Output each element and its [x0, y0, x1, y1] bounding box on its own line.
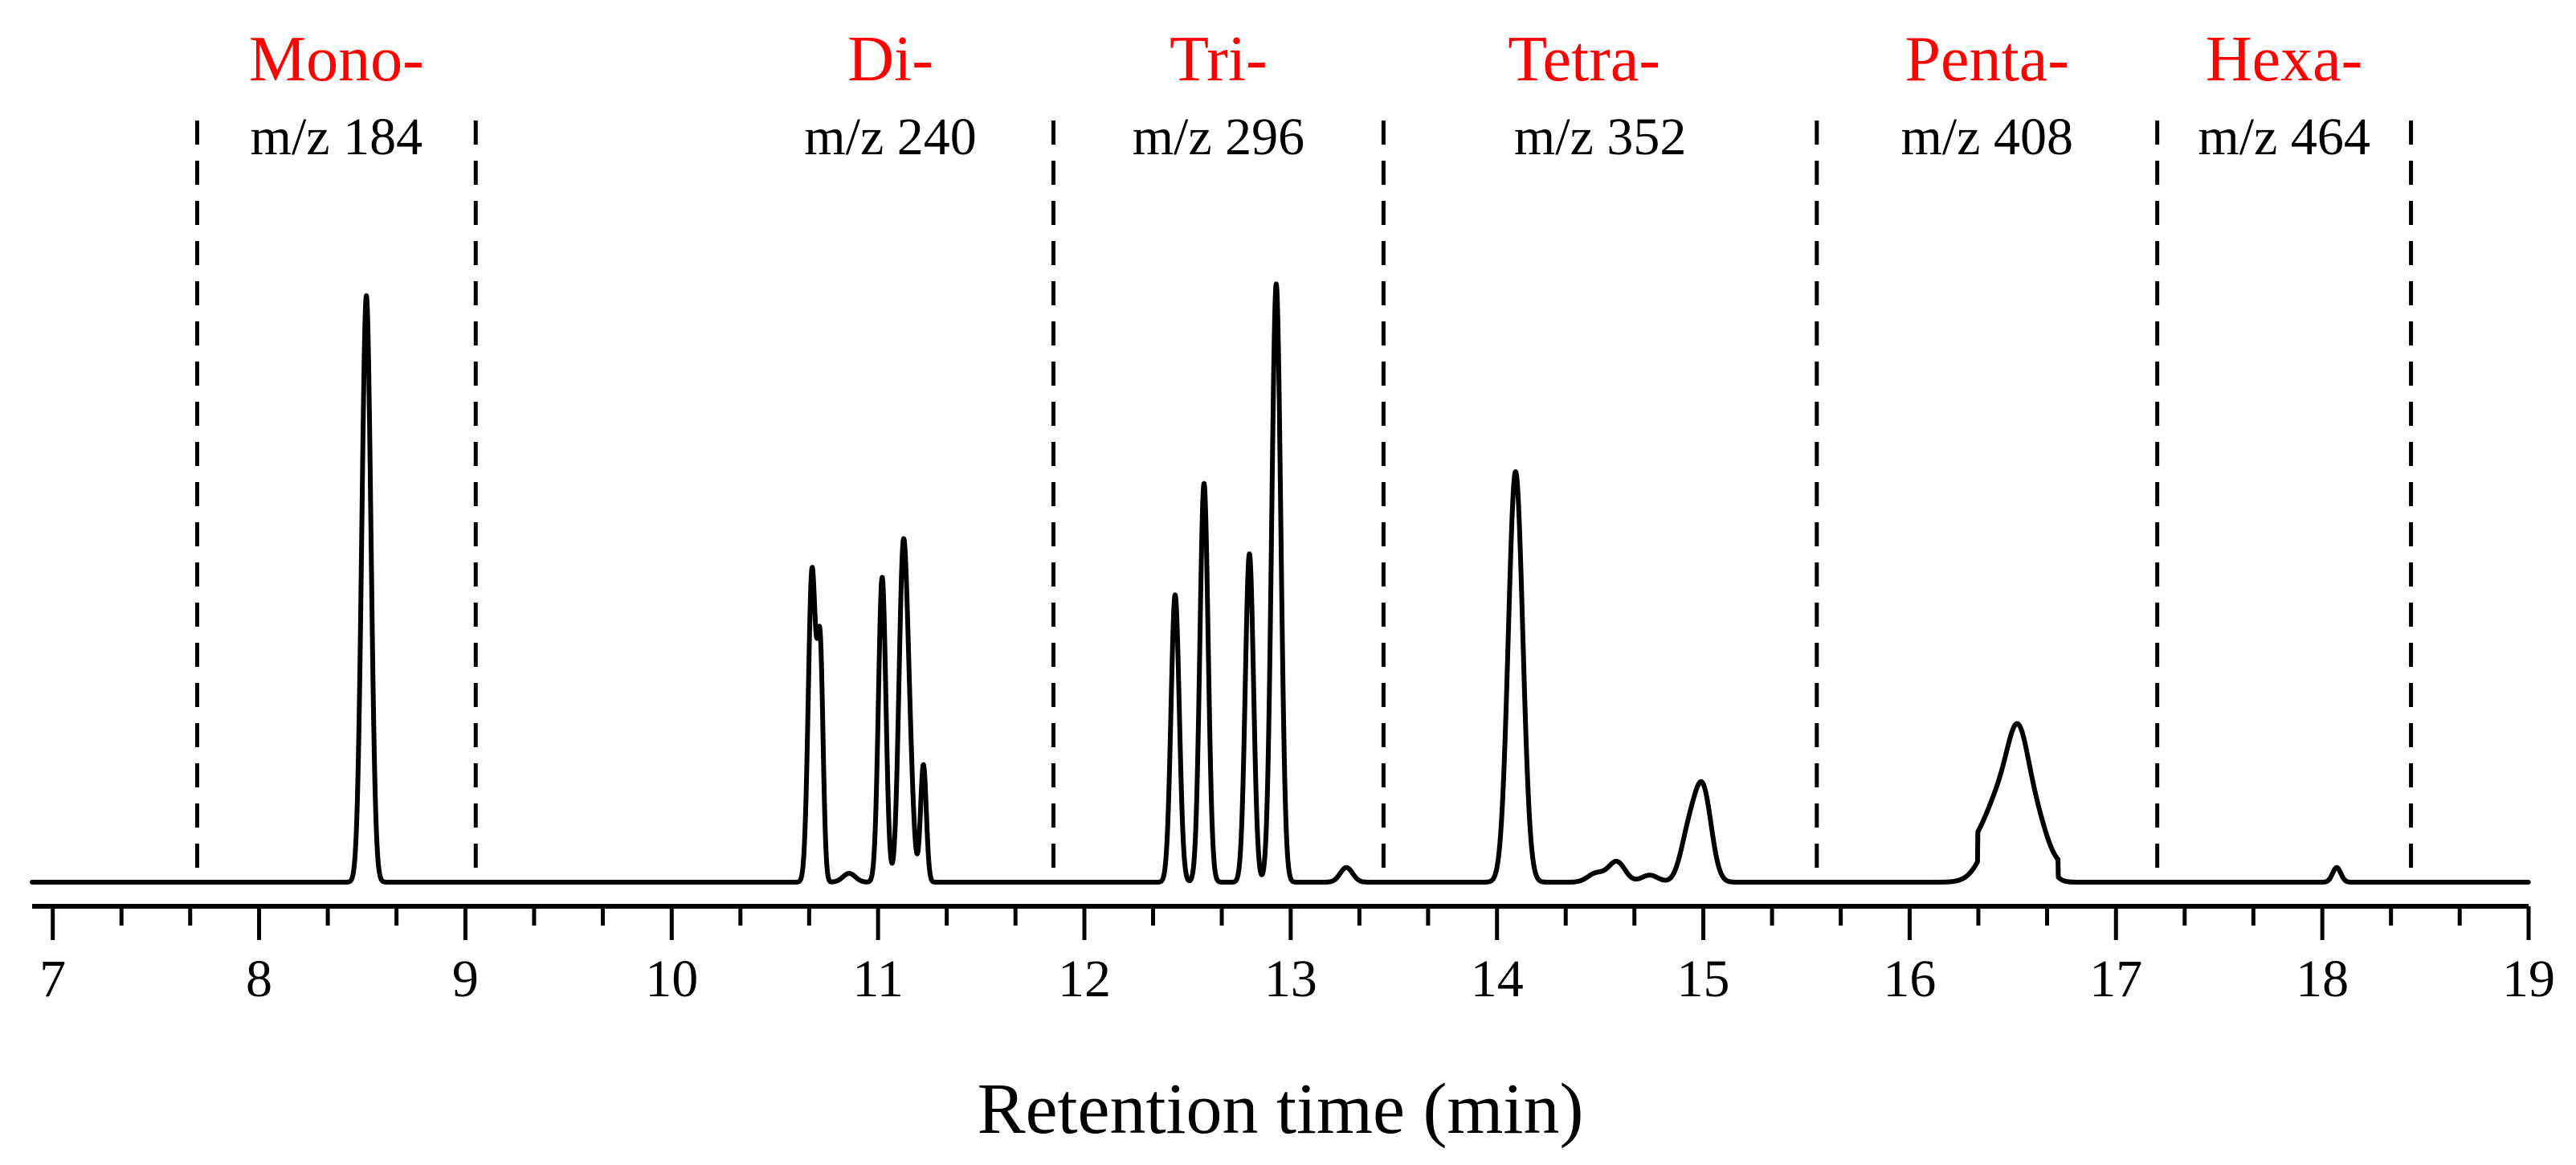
- x-tick-label: 13: [1264, 950, 1317, 1008]
- x-tick-label: 11: [852, 950, 904, 1008]
- group-mz-label: m/z 296: [1133, 108, 1304, 166]
- x-tick-label: 18: [2296, 950, 2349, 1008]
- group-mz-label: m/z 352: [1514, 108, 1686, 166]
- x-tick-label: 14: [1471, 950, 1524, 1008]
- group-mz-label: m/z 464: [2198, 108, 2370, 166]
- group-name-label: Tetra-: [1508, 24, 1660, 95]
- x-tick-label: 10: [645, 950, 698, 1008]
- x-tick-label: 17: [2089, 950, 2142, 1008]
- group-name-label: Mono-: [249, 24, 424, 95]
- x-axis-ticks: 7 8 9 10 11 12 13 14 15 16 17 18 19: [39, 906, 2555, 1008]
- x-tick-label: 16: [1883, 950, 1936, 1008]
- group-labels: Mono-m/z 184 Di-m/z 240 Tri-m/z 296 Tetra-m…: [249, 24, 2370, 166]
- x-axis-title: Retention time (min): [978, 1069, 1584, 1149]
- x-tick-label: 12: [1058, 950, 1111, 1008]
- chromatogram-trace: [30, 281, 2531, 885]
- group-mz-label: m/z 240: [804, 108, 976, 166]
- x-tick-label: 19: [2502, 950, 2555, 1008]
- group-dividers: [194, 121, 2414, 874]
- x-tick-label: 9: [452, 950, 479, 1008]
- group-mz-label: m/z 408: [1901, 108, 2073, 166]
- group-name-label: Di-: [847, 24, 933, 95]
- group-name-label: Tri-: [1170, 24, 1268, 95]
- group-mz-label: m/z 184: [251, 108, 423, 166]
- x-tick-label: 8: [246, 950, 272, 1008]
- group-name-label: Hexa-: [2206, 24, 2362, 95]
- x-tick-label: 15: [1677, 950, 1730, 1008]
- group-name-label: Penta-: [1905, 24, 2069, 95]
- x-tick-label: 7: [39, 950, 66, 1008]
